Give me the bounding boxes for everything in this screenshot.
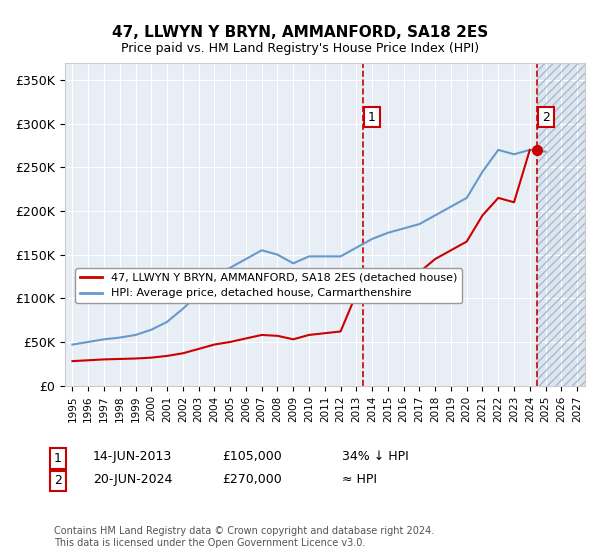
Text: 34% ↓ HPI: 34% ↓ HPI (342, 450, 409, 463)
Text: 14-JUN-2013: 14-JUN-2013 (93, 450, 172, 463)
Text: 2: 2 (542, 111, 550, 124)
Text: 47, LLWYN Y BRYN, AMMANFORD, SA18 2ES: 47, LLWYN Y BRYN, AMMANFORD, SA18 2ES (112, 25, 488, 40)
Text: 1: 1 (368, 111, 376, 124)
Text: 2: 2 (54, 474, 62, 487)
Text: ≈ HPI: ≈ HPI (342, 473, 377, 486)
Text: 20-JUN-2024: 20-JUN-2024 (93, 473, 172, 486)
Text: Price paid vs. HM Land Registry's House Price Index (HPI): Price paid vs. HM Land Registry's House … (121, 42, 479, 55)
Text: £270,000: £270,000 (222, 473, 282, 486)
Text: Contains HM Land Registry data © Crown copyright and database right 2024.
This d: Contains HM Land Registry data © Crown c… (54, 526, 434, 548)
Bar (537, 63, 585, 386)
Text: £105,000: £105,000 (222, 450, 282, 463)
Text: 1: 1 (54, 452, 62, 465)
Legend: 47, LLWYN Y BRYN, AMMANFORD, SA18 2ES (detached house), HPI: Average price, deta: 47, LLWYN Y BRYN, AMMANFORD, SA18 2ES (d… (76, 268, 462, 303)
